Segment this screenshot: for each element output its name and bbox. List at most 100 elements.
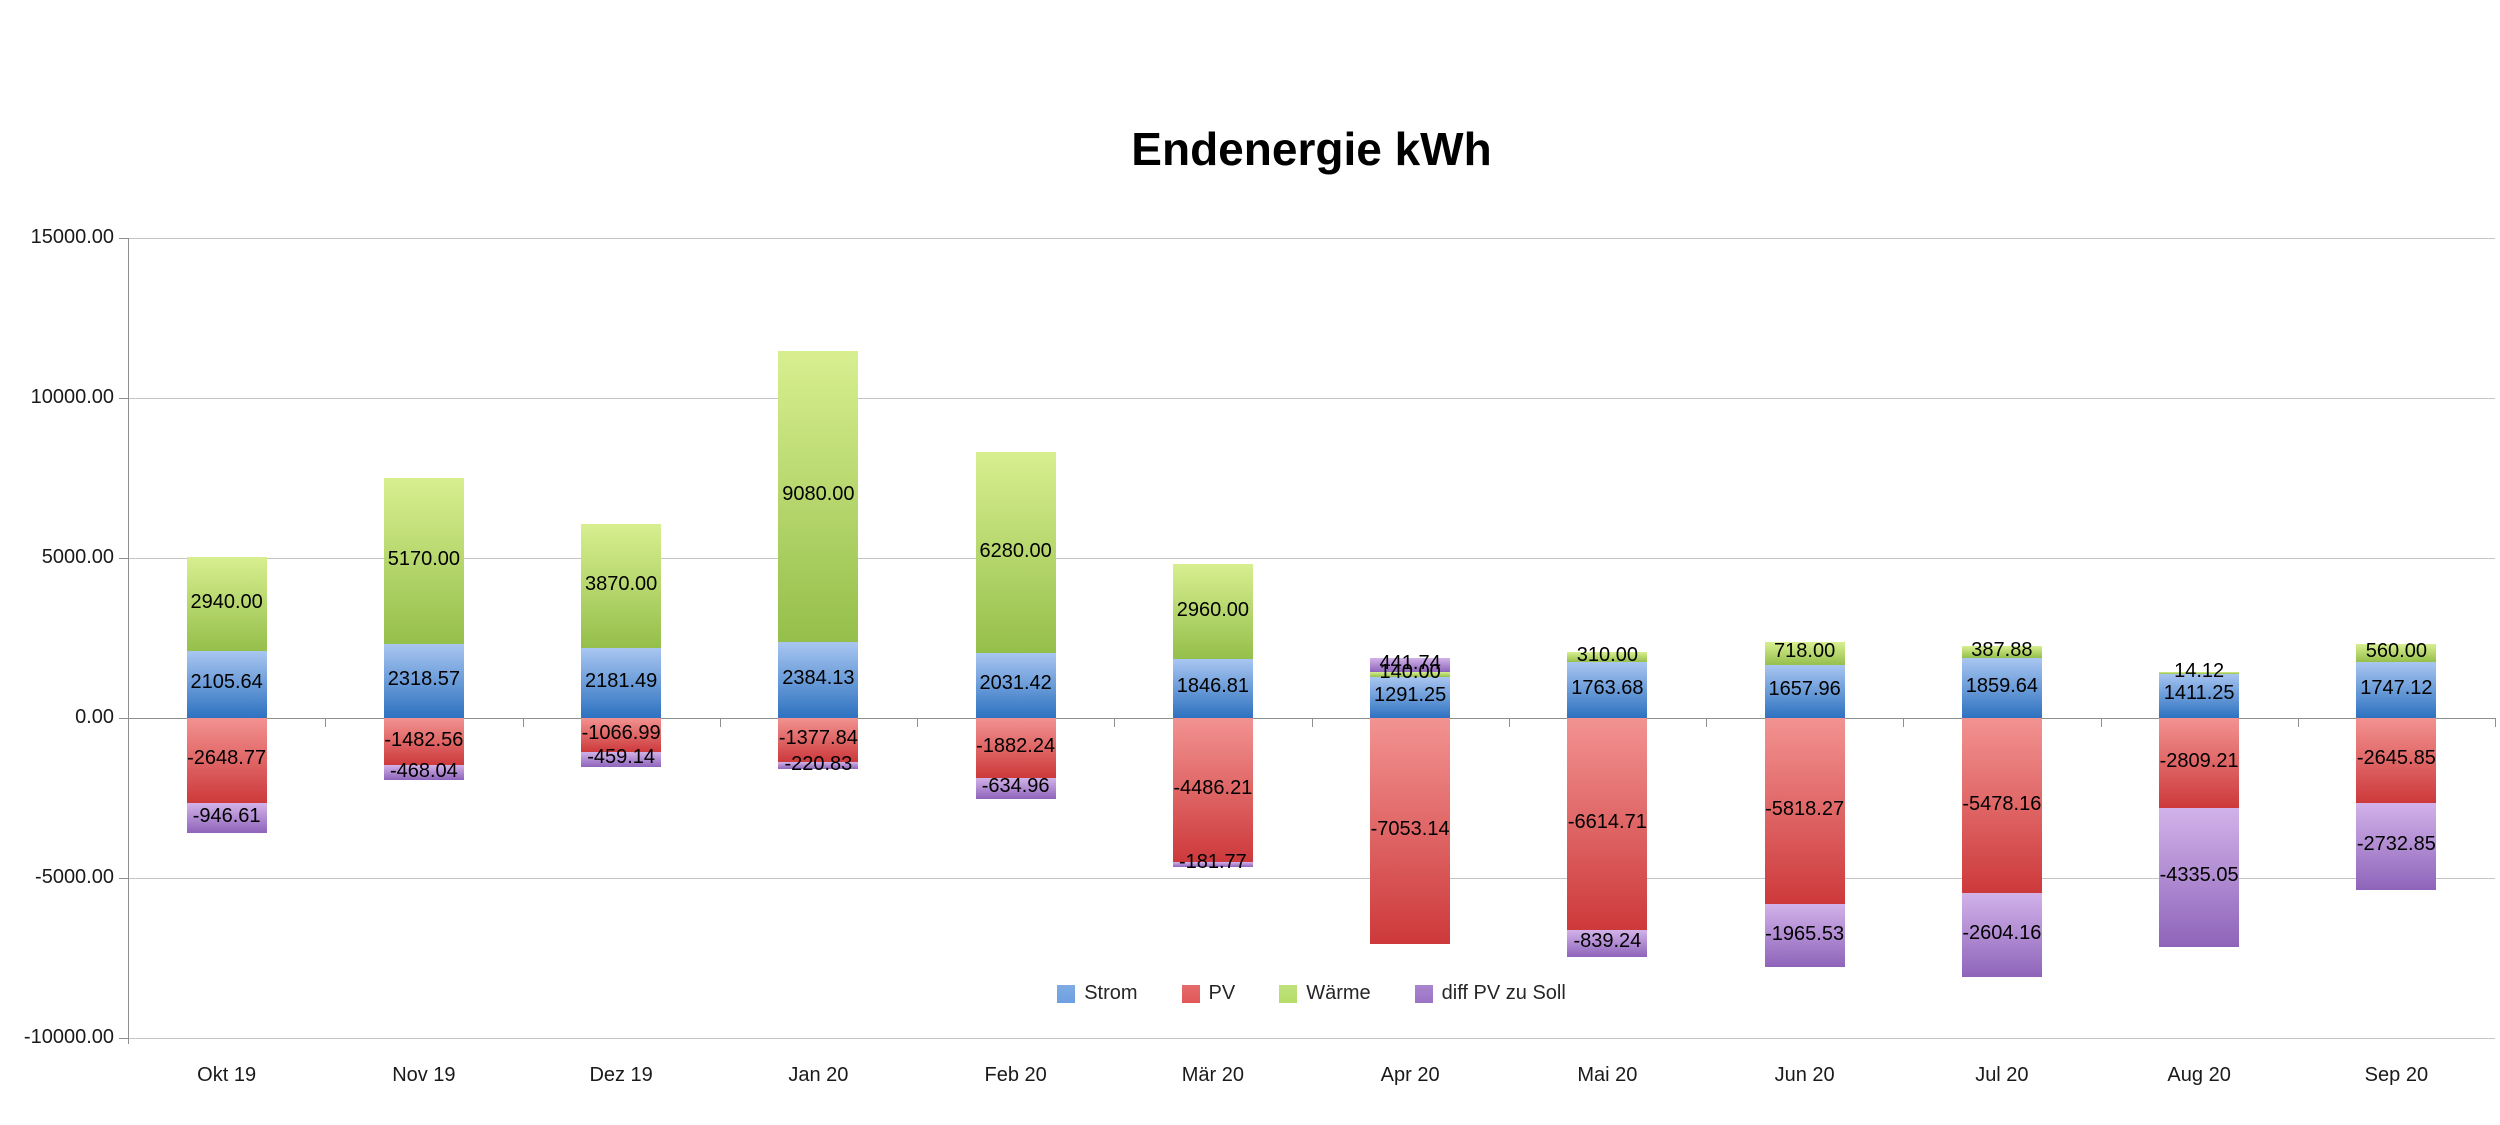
x-axis-label: Mai 20 <box>1577 1064 1638 1086</box>
x-axis-label: Dez 19 <box>589 1064 653 1086</box>
bar-segment-w-rme[interactable] <box>1961 646 2042 659</box>
legend-item-w-rme[interactable]: Wärme <box>1279 982 1371 1005</box>
legend-item-diff-pv-zu-soll[interactable]: diff PV zu Soll <box>1414 982 1566 1005</box>
bar-segment-diff-pv-zu-soll[interactable] <box>1961 893 2042 977</box>
bar-segment-pv[interactable] <box>383 718 464 766</box>
data-label: -2648.77 <box>187 747 267 770</box>
bar-segment-w-rme[interactable] <box>1764 641 1845 665</box>
bar-segment-strom[interactable] <box>2356 662 2437 718</box>
data-label: 1763.68 <box>1571 676 1644 699</box>
x-axis-label: Sep 20 <box>2364 1064 2429 1086</box>
bar-segment-w-rme[interactable] <box>2356 644 2437 663</box>
bar-segment-pv[interactable] <box>1567 718 1648 930</box>
data-label: -468.04 <box>389 759 458 782</box>
data-label: -1066.99 <box>581 722 661 745</box>
bar-segment-diff-pv-zu-soll[interactable] <box>1370 658 1451 673</box>
bar-segment-strom[interactable] <box>1172 658 1253 718</box>
legend-swatch-icon <box>1279 984 1298 1003</box>
data-label: 387.88 <box>1971 639 2033 662</box>
bar-segment-strom[interactable] <box>1370 676 1451 718</box>
data-label: -2604.16 <box>1962 921 2042 944</box>
bar-segment-diff-pv-zu-soll[interactable] <box>581 752 662 767</box>
x-axis-tick <box>1706 718 1707 727</box>
bar-segment-pv[interactable] <box>1370 718 1451 944</box>
x-axis-tick <box>719 718 721 727</box>
x-axis-tick <box>2495 718 2496 727</box>
bar-segment-w-rme[interactable] <box>1172 564 1253 659</box>
x-axis-tick <box>1903 718 1905 727</box>
bar-segment-pv[interactable] <box>2356 718 2437 803</box>
y-axis-label: 5000.00 <box>41 546 114 568</box>
data-label: 2031.42 <box>979 672 1052 695</box>
data-label: 2940.00 <box>190 590 263 613</box>
bar-segment-strom[interactable] <box>383 643 464 718</box>
bar-segment-pv[interactable] <box>1764 718 1845 905</box>
data-label: -459.14 <box>587 746 656 769</box>
data-label: -2645.85 <box>2356 747 2436 770</box>
data-label: 1747.12 <box>2360 677 2433 700</box>
y-axis-tick <box>119 238 128 239</box>
data-label: -2809.21 <box>2159 749 2239 772</box>
bar-segment-strom[interactable] <box>1567 661 1648 718</box>
bar-segment-diff-pv-zu-soll[interactable] <box>778 762 859 770</box>
legend-item-strom[interactable]: Strom <box>1057 982 1138 1005</box>
bar-segment-pv[interactable] <box>186 718 267 803</box>
bar-segment-w-rme[interactable] <box>975 452 1056 653</box>
bar-segment-w-rme[interactable] <box>2159 672 2240 674</box>
bar-segment-diff-pv-zu-soll[interactable] <box>2159 807 2240 947</box>
bar-segment-pv[interactable] <box>778 718 859 763</box>
x-axis-label: Aug 20 <box>2167 1064 2231 1086</box>
data-label: 2960.00 <box>1176 598 1250 621</box>
bar-segment-w-rme[interactable] <box>581 524 662 649</box>
bar-segment-strom[interactable] <box>2159 672 2240 718</box>
data-label: -7053.14 <box>1370 817 1450 840</box>
bar-segment-strom[interactable] <box>1961 658 2042 718</box>
x-axis-label: Mär 20 <box>1181 1064 1244 1086</box>
data-label: -946.61 <box>192 804 261 827</box>
data-label: -6614.71 <box>1567 810 1647 833</box>
bar-segment-diff-pv-zu-soll[interactable] <box>1172 861 1253 868</box>
gridline <box>128 1038 2495 1039</box>
bar-segment-w-rme[interactable] <box>383 478 464 644</box>
data-label: 2105.64 <box>190 671 263 694</box>
x-axis-tick <box>1508 718 1510 727</box>
x-axis-tick <box>2297 718 2299 727</box>
bar-segment-diff-pv-zu-soll[interactable] <box>186 802 267 834</box>
bar-segment-strom[interactable] <box>581 648 662 718</box>
data-label: 1411.25 <box>2163 682 2235 705</box>
data-label: -5478.16 <box>1962 792 2042 815</box>
bar-segment-pv[interactable] <box>975 718 1056 779</box>
y-axis-tick <box>119 398 128 399</box>
bar-segment-diff-pv-zu-soll[interactable] <box>1567 929 1648 957</box>
bar-segment-pv[interactable] <box>581 718 662 753</box>
bar-segment-w-rme[interactable] <box>186 556 267 651</box>
legend-item-pv[interactable]: PV <box>1181 982 1235 1005</box>
bar-segment-w-rme[interactable] <box>1370 672 1451 677</box>
legend: Strom PV Wärme diff PV zu Soll <box>128 982 2495 1005</box>
legend-label: Strom <box>1084 982 1138 1004</box>
bar-segment-strom[interactable] <box>1764 664 1845 718</box>
bar-segment-pv[interactable] <box>1172 718 1253 862</box>
bar-segment-pv[interactable] <box>1961 718 2042 894</box>
bar-segment-w-rme[interactable] <box>778 351 859 642</box>
bar-segment-w-rme[interactable] <box>1567 651 1648 662</box>
x-axis-tick <box>325 718 327 727</box>
bar-segment-diff-pv-zu-soll[interactable] <box>383 765 464 781</box>
data-label: 2181.49 <box>584 670 658 693</box>
bar-segment-diff-pv-zu-soll[interactable] <box>2356 802 2437 891</box>
x-axis-label: Jan 20 <box>788 1064 849 1086</box>
bar-segment-strom[interactable] <box>975 652 1056 718</box>
bar-segment-strom[interactable] <box>186 650 267 718</box>
data-label: -1965.53 <box>1765 922 1845 945</box>
gridline <box>128 878 2495 879</box>
y-axis-line <box>128 238 129 1044</box>
bar-segment-strom[interactable] <box>778 641 859 718</box>
bar-segment-diff-pv-zu-soll[interactable] <box>1764 904 1845 968</box>
bar-segment-diff-pv-zu-soll[interactable] <box>975 778 1056 799</box>
x-axis-tick <box>1114 718 1116 727</box>
data-label: -634.96 <box>981 775 1050 798</box>
data-label: -4335.05 <box>2159 864 2239 887</box>
data-label: 9080.00 <box>782 483 855 506</box>
bar-segment-pv[interactable] <box>2159 718 2240 808</box>
data-label: -181.77 <box>1178 851 1247 874</box>
